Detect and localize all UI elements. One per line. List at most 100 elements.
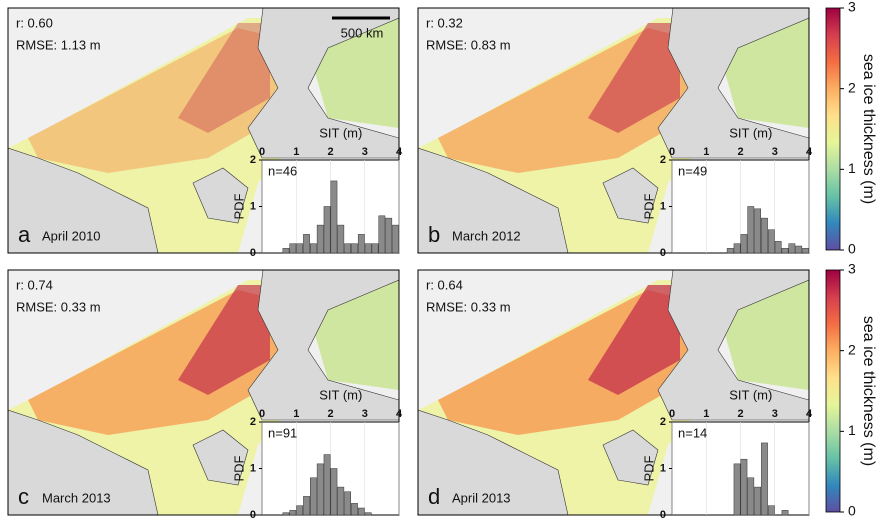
x-tick-label: 1	[293, 146, 299, 158]
panel-letter: c	[18, 484, 29, 509]
bar	[323, 454, 331, 516]
bar	[781, 248, 789, 254]
y-tick-label: 1	[250, 200, 256, 212]
colorbar-label: sea ice thickness (m)	[860, 54, 877, 204]
rmse: RMSE: 0.83 m	[426, 37, 511, 52]
land	[657, 8, 809, 159]
x-tick-label: 2	[737, 408, 743, 420]
colorbar-tick-label: 0	[848, 503, 856, 519]
x-tick-label: 3	[362, 146, 368, 158]
bar	[371, 243, 379, 254]
r-value: r: 0.32	[426, 15, 463, 30]
bar	[802, 248, 809, 254]
r-value: r: 0.64	[426, 277, 463, 292]
r-value: r: 0.60	[16, 15, 53, 30]
panel-date: March 2012	[452, 228, 521, 243]
bar	[351, 503, 358, 516]
bar	[733, 463, 741, 516]
land-south	[418, 147, 569, 253]
bar	[357, 234, 365, 254]
land	[247, 8, 399, 159]
land-mid	[602, 429, 659, 486]
panel-date: April 2010	[42, 228, 101, 243]
x-tick-label: 0	[669, 408, 675, 420]
map	[8, 270, 399, 515]
x-tick-label: 3	[772, 146, 778, 158]
land-mid	[192, 429, 249, 486]
bar	[316, 224, 324, 254]
x-tick-label: 2	[737, 146, 743, 158]
thickest	[178, 285, 270, 395]
x-tick-label: 1	[703, 146, 709, 158]
bar	[788, 243, 796, 254]
x-tick-label: 3	[362, 408, 368, 420]
thickest	[178, 23, 270, 133]
sample-size: n=14	[678, 425, 707, 440]
bar	[740, 458, 748, 516]
y-tick-label: 1	[660, 462, 666, 474]
rmse: RMSE: 1.13 m	[16, 37, 101, 52]
colorbar-tick-label: 3	[848, 261, 856, 277]
map	[418, 8, 809, 253]
map	[8, 8, 399, 253]
bar	[378, 215, 386, 254]
x-axis-label: SIT (m)	[729, 125, 772, 140]
y-axis-label: PDF	[641, 455, 656, 481]
land	[247, 270, 399, 421]
colorbar-tick-label: 3	[848, 0, 856, 15]
x-tick-label: 4	[396, 408, 403, 420]
bar	[310, 477, 317, 516]
land-south	[8, 147, 159, 253]
r-value: r: 0.74	[16, 277, 53, 292]
bar	[296, 505, 304, 516]
thick-band	[28, 28, 278, 173]
bar	[392, 224, 399, 254]
y-axis-label: PDF	[231, 455, 246, 481]
bar	[781, 510, 789, 516]
panel-letter: b	[428, 222, 440, 247]
colorbar-tick-label: 0	[848, 241, 856, 257]
colorbar-tick-label: 2	[848, 341, 856, 357]
bar	[344, 491, 351, 516]
y-tick-label: 2	[250, 154, 256, 166]
x-tick-label: 0	[259, 146, 265, 158]
thickest	[588, 285, 680, 395]
bar	[289, 243, 297, 254]
bar	[747, 206, 755, 254]
bar	[761, 442, 768, 516]
bar	[310, 243, 317, 254]
bar	[337, 486, 345, 516]
x-tick-label: 2	[327, 408, 333, 420]
y-axis-label: PDF	[231, 193, 246, 219]
panel-letter: d	[428, 484, 440, 509]
bar	[364, 512, 372, 516]
bar	[323, 206, 331, 254]
bar	[767, 229, 775, 254]
x-tick-label: 1	[703, 408, 709, 420]
bar	[282, 512, 290, 516]
sample-size: n=46	[268, 163, 297, 178]
frame	[417, 269, 810, 516]
land-south	[8, 409, 159, 515]
land-south	[418, 409, 569, 515]
bar	[767, 505, 775, 516]
colorbar	[825, 7, 841, 251]
bar	[761, 217, 768, 254]
bar	[364, 243, 372, 254]
x-tick-label: 1	[293, 408, 299, 420]
frame	[7, 7, 400, 254]
bar	[303, 496, 310, 516]
x-axis-label: SIT (m)	[729, 387, 772, 402]
land-mid	[602, 167, 659, 224]
bar	[303, 234, 310, 254]
bar	[733, 243, 741, 254]
bar	[754, 208, 761, 254]
colorbar-tick-label: 1	[848, 160, 856, 176]
y-tick-label: 2	[250, 416, 256, 428]
bar	[289, 510, 297, 516]
y-tick-label: 1	[250, 462, 256, 474]
bar	[337, 224, 345, 254]
bar	[330, 468, 338, 516]
thickest	[588, 23, 680, 133]
